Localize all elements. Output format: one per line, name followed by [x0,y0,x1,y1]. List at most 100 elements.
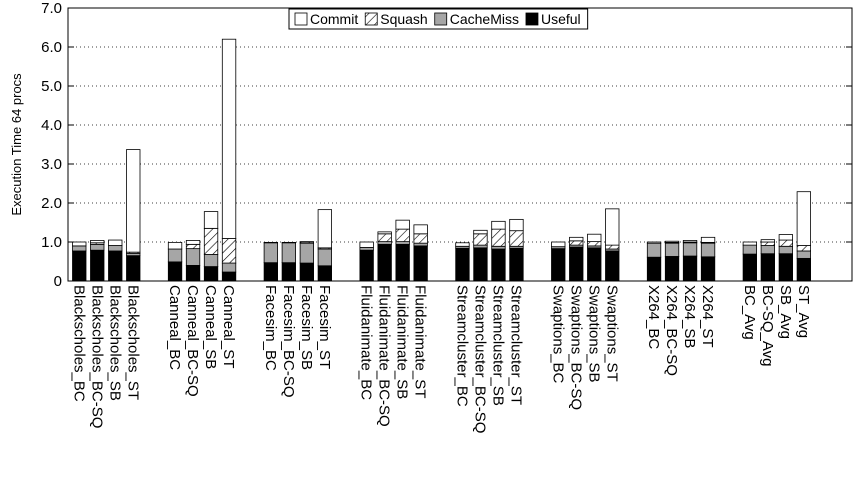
bar-segment-commit [778,234,793,241]
bar-segment-cachemiss [281,242,297,264]
x-tick-label: Streamcluster_SB [489,285,506,406]
bar-segment-squash [473,233,488,246]
bar-segment-useful [359,249,374,282]
bar-segment-useful [126,255,141,282]
legend-swatch-useful [525,12,539,26]
bar-segment-cachemiss [263,242,279,264]
y-axis: 0 1.0 2.0 3.0 4.0 5.0 6.0 7.0 [41,0,852,290]
bar-segment-useful [742,253,757,282]
legend-swatch-squash [364,12,378,26]
bar-segment-cachemiss [359,247,374,251]
y-tick-label: 7.0 [41,0,62,17]
bar-segment-commit [742,241,757,246]
bar-segment-cachemiss [742,244,757,255]
bar-segment-squash [778,239,793,247]
y-tick-label: 5.0 [41,78,62,95]
bar-segment-useful [72,250,87,282]
legend-swatch-cachemiss [434,12,448,26]
bar-segment-commit [185,240,201,245]
bar-segment-commit [509,218,524,232]
bar-segment-useful [221,271,237,282]
x-tick-label: Facesim_BC-SQ [280,285,297,398]
x-tick-label: Fluidanimate_SB [394,285,411,399]
x-tick-label: Fluidanimate_ST [412,285,429,398]
y-tick-label: 6.0 [41,39,62,56]
bar-segment-squash [605,244,620,250]
x-tick-label: Swaptions_SB [585,285,602,383]
bar-segment-commit [377,231,392,235]
bar-segment-commit [664,240,680,243]
x-tick-label: Canneal_BC-SQ [184,285,201,397]
bar-segment-commit [221,38,237,239]
x-tick-label: Canneal_SB [202,285,219,369]
bar-segment-useful [263,262,279,282]
bar-segment-commit [551,241,566,248]
bar-segment-cachemiss [760,245,775,255]
y-tick-label: 2.0 [41,195,62,212]
bar-segment-useful [509,247,524,282]
bar-segment-squash [796,245,811,252]
x-tick-label: SB_Avg [777,285,794,339]
bar-segment-useful [491,248,506,282]
bar-segment-cachemiss [299,242,315,264]
legend-label-useful: Useful [541,11,581,27]
bar-segment-useful [281,262,297,282]
x-tick-label: X264_BC-SQ [663,285,680,376]
x-tick-label: Facesim_ST [316,285,333,369]
bar-segment-cachemiss [778,245,793,255]
bar-segment-useful [299,262,315,282]
bar-segment-useful [185,264,201,282]
bar-segment-squash [185,243,201,250]
legend: Commit Squash CacheMiss Useful [288,8,589,30]
x-tick-label: X264_ST [699,285,716,348]
bar-segment-cachemiss [72,245,87,252]
bar-segment-cachemiss [664,242,680,257]
bar-segment-useful [605,250,620,282]
x-tick-label: Swaptions_BC [549,285,566,384]
bar-segment-commit [569,236,584,242]
bar-segment-useful [569,246,584,282]
y-axis-title: Execution Time 64 procs [9,73,24,216]
bar-segment-squash [395,228,410,243]
bar-segment-useful [395,243,410,282]
bar-segment-commit [395,219,410,230]
x-tick-label: Blackscholes_BC-SQ [88,285,105,428]
bar-segment-useful [90,249,105,282]
bar-segment-cachemiss [317,248,333,267]
y-tick-label: 3.0 [41,156,62,173]
bar-segment-squash [760,241,775,246]
bar-segment-cachemiss [90,243,105,251]
bar-segment-squash [569,240,584,246]
x-tick-label: ST_Avg [795,285,812,338]
bar-segment-squash [509,230,524,247]
bar-segment-useful [317,265,333,282]
bar-segment-useful [682,255,698,282]
bar-segment-commit [413,224,428,235]
bar-segment-useful [646,256,662,282]
bar-segment-cachemiss [682,242,698,257]
x-tick-label: Blackscholes_SB [106,285,123,401]
bar-segment-squash [203,227,219,255]
bar-segment-commit [90,240,105,244]
legend-label-commit: Commit [310,11,358,27]
bar-segment-cachemiss [491,245,506,250]
bar-segment-squash [221,238,237,264]
bar-segment-useful [377,243,392,282]
bar-segment-useful [455,247,470,282]
bar-segment-commit [587,233,602,243]
bar-segment-useful [587,247,602,282]
x-tick-label: Streamcluster_BC [453,285,470,407]
x-tick-label: X264_BC [645,285,662,349]
x-tick-label: Blackscholes_BC [70,285,87,402]
x-tick-label: Swaptions_ST [603,285,620,382]
x-tick-label: Fluidanimate_BC-SQ [376,285,393,427]
bar-segment-cachemiss [646,242,662,258]
bar-segment-cachemiss [395,241,410,245]
bar-segment-cachemiss [413,242,428,247]
y-tick-label: 0 [54,273,62,290]
bar-segment-useful [778,253,793,282]
bar-segment-commit [203,211,219,229]
x-tick-label: Canneal_ST [220,285,237,368]
bar-segment-useful [473,247,488,282]
